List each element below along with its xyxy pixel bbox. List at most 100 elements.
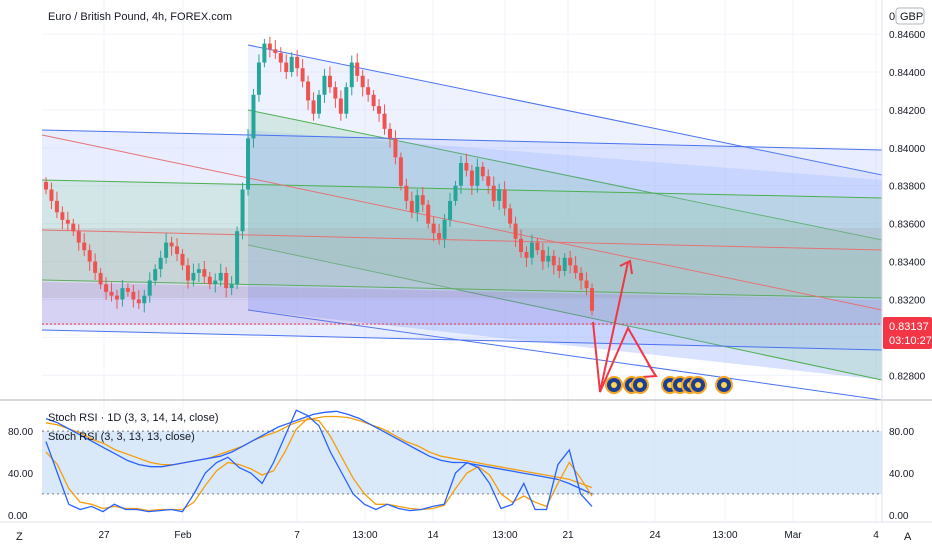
- countdown-label: 03:10:27: [889, 335, 932, 347]
- stoch-1d-k-line: [45, 410, 593, 495]
- candle-body: [240, 189, 245, 232]
- candle-body: [120, 288, 125, 300]
- indicator-tick-label-left: 80.00: [8, 427, 33, 438]
- time-tick-label: Feb: [174, 530, 192, 541]
- event-markers[interactable]: [605, 376, 733, 394]
- candle-body: [114, 295, 119, 300]
- candle-body: [546, 255, 551, 262]
- candle-body: [153, 269, 158, 281]
- candle-body: [295, 56, 300, 69]
- candle-body: [344, 87, 349, 114]
- projection-arrows: [592, 259, 658, 393]
- candles: [44, 36, 594, 316]
- candle-body: [333, 87, 338, 99]
- indicator-axis-left: 80.00 40.00 0.00: [8, 427, 33, 522]
- indicator-axis-right[interactable]: 80.00 40.00 0.00: [889, 427, 914, 522]
- indicator-tick-label: 0.00: [889, 511, 909, 522]
- currency-button[interactable]: [895, 7, 925, 25]
- chart-title: Euro / British Pound, 4h, FOREX.com: [48, 11, 232, 23]
- candle-body: [278, 53, 283, 63]
- candle-body: [420, 195, 425, 205]
- time-tick-label: 24: [649, 530, 661, 541]
- candle-body: [273, 49, 278, 54]
- candle-body: [453, 185, 458, 201]
- event-flag-icon: [715, 376, 733, 394]
- candle-body: [164, 242, 169, 258]
- price-tick-label: 0.84600: [889, 30, 926, 41]
- price-tick-label: 0.83200: [889, 295, 926, 306]
- candle-body: [371, 94, 376, 107]
- candle-body: [175, 246, 180, 254]
- candle-body: [109, 291, 114, 296]
- event-flag-icon: [631, 376, 649, 394]
- price-tick-label: 0.84000: [889, 144, 926, 155]
- candle-body: [469, 170, 474, 186]
- candle-body: [458, 162, 463, 186]
- candle-body: [142, 295, 147, 304]
- candle-body: [442, 219, 447, 239]
- candle-body: [185, 265, 190, 281]
- candle-body: [382, 113, 387, 129]
- candle-body: [398, 157, 403, 186]
- candle-body: [431, 223, 436, 234]
- candle-body: [524, 252, 529, 258]
- candle-body: [158, 257, 163, 270]
- indicator-pane: [42, 409, 882, 513]
- candle-body: [213, 280, 218, 285]
- candle-body: [360, 75, 365, 88]
- candle-body: [65, 219, 70, 224]
- candle-body: [284, 62, 289, 73]
- zoom-button[interactable]: Z: [16, 531, 23, 543]
- stoch-1d-label[interactable]: Stoch RSI · 1D (3, 3, 14, 14, close): [48, 412, 219, 424]
- candle-body: [508, 208, 513, 224]
- candle-body: [426, 204, 431, 224]
- indicator-tick-label: 80.00: [889, 427, 914, 438]
- price-tick-label: 0.83800: [889, 182, 926, 193]
- candle-body: [393, 138, 398, 158]
- candle-body: [235, 231, 240, 285]
- candle-body: [415, 195, 420, 213]
- time-tick-label: 21: [562, 530, 574, 541]
- currency-prefix: 0.: [889, 11, 898, 23]
- candle-body: [49, 189, 54, 201]
- auto-scale-button[interactable]: A: [904, 531, 912, 543]
- candle-body: [136, 299, 141, 304]
- candle-body: [300, 68, 305, 82]
- candle-body: [535, 242, 540, 251]
- time-tick-label: Mar: [784, 530, 802, 541]
- candle-body: [480, 166, 485, 177]
- candle-body: [519, 238, 524, 253]
- time-tick-label: 27: [98, 530, 110, 541]
- candle-body: [147, 280, 152, 296]
- candle-body: [131, 291, 136, 300]
- candle-body: [491, 185, 496, 201]
- candle-body: [448, 200, 453, 220]
- candle-body: [387, 128, 392, 139]
- candle-body: [349, 62, 354, 88]
- candle-body: [573, 265, 578, 273]
- stoch-1d-d-line: [45, 415, 593, 489]
- stoch-label[interactable]: Stoch RSI (3, 3, 13, 13, close): [48, 431, 195, 443]
- candle-body: [54, 200, 59, 213]
- time-axis[interactable]: 27 Feb 7 13:00 14 13:00 21 24 13:00 Mar 4: [98, 530, 879, 541]
- candle-body: [60, 212, 65, 220]
- candle-body: [87, 250, 92, 262]
- candle-body: [409, 200, 414, 213]
- candle-body: [502, 189, 507, 209]
- indicator-tick-label-left: 40.00: [8, 469, 33, 480]
- candle-body: [437, 233, 442, 239]
- candle-body: [584, 280, 589, 289]
- candle-body: [180, 253, 185, 266]
- candle-body: [562, 257, 567, 272]
- price-tick-label: 0.83600: [889, 220, 926, 231]
- candle-body: [486, 176, 491, 186]
- candle-body: [93, 261, 98, 273]
- candle-body: [557, 265, 562, 272]
- candle-body: [590, 288, 594, 311]
- candle-body: [475, 166, 480, 186]
- stoch-k-line: [45, 409, 593, 513]
- candle-body: [44, 181, 48, 190]
- candle-body: [579, 272, 584, 281]
- candle-body: [404, 185, 409, 201]
